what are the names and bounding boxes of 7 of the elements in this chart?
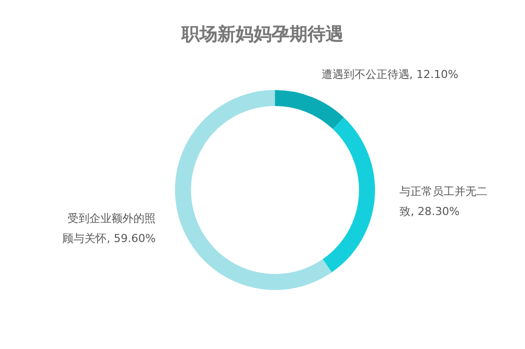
donut-slice: [322, 118, 375, 272]
donut-slice: [175, 90, 332, 290]
donut-slice: [275, 90, 344, 130]
slice-label: 与正常员工并无二致, 28.30%: [400, 184, 488, 218]
chart-title: 职场新妈妈孕期待遇: [180, 24, 344, 45]
slice-label: 受到企业额外的照顾与关怀, 59.60%: [62, 212, 156, 246]
slice-label: 遭遇到不公正待遇, 12.10%: [321, 68, 458, 81]
